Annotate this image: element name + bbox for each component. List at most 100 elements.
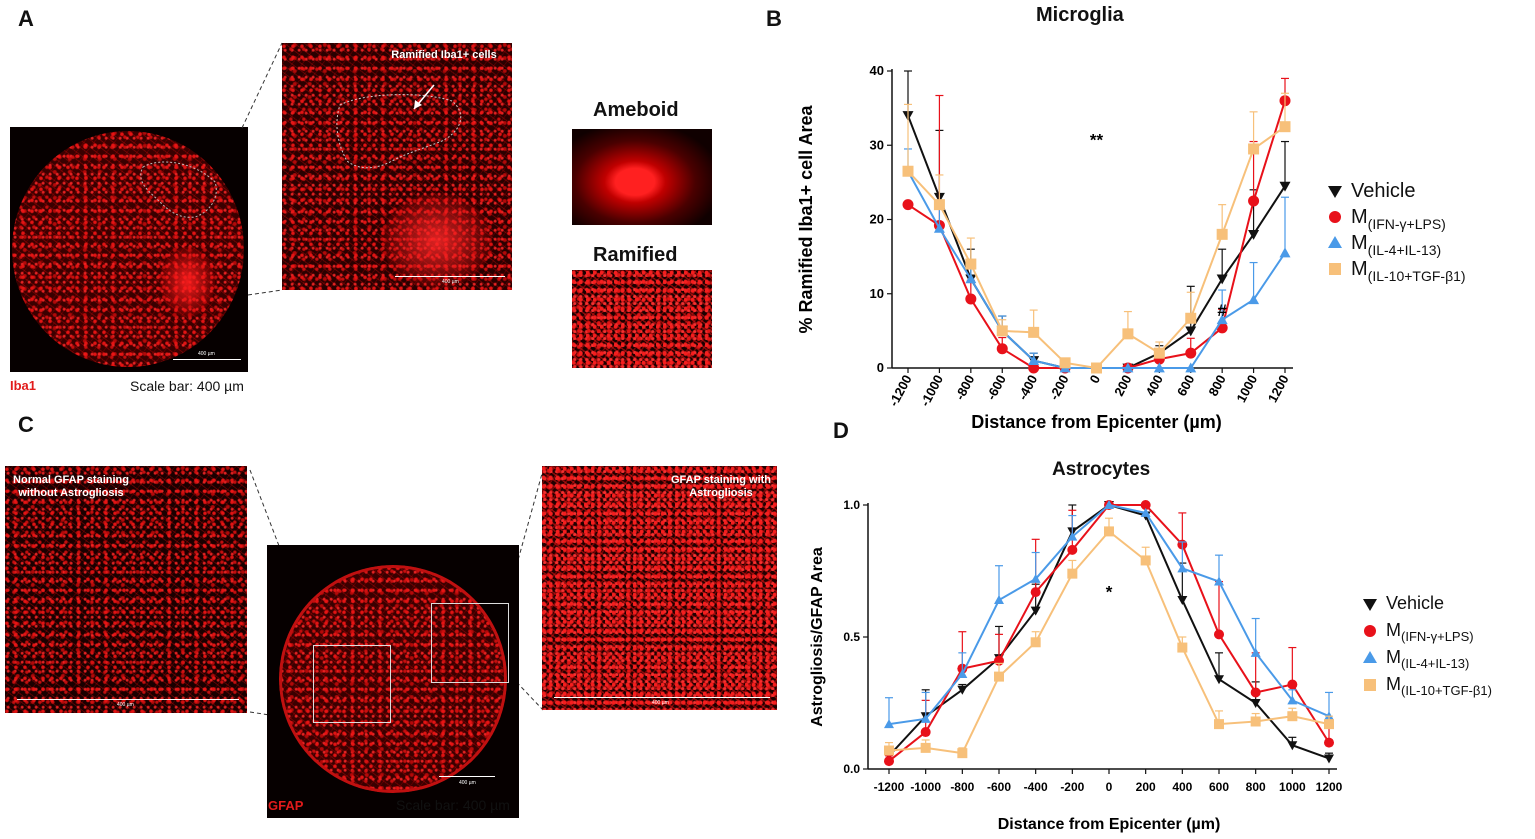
y-tick-label: 40 (870, 63, 884, 78)
data-point (1185, 362, 1197, 373)
data-point (933, 199, 945, 211)
y-tick-label: 10 (870, 286, 884, 301)
astrocytes-legend: Vehicle M(IFN-γ+LPS) M(IL-4+IL-13) M(IL-… (1360, 590, 1492, 698)
data-point (1030, 587, 1041, 598)
triangle-up-icon (1363, 650, 1377, 663)
zoom-scale-bar-text: 400 µm (442, 279, 459, 285)
scale-bar (173, 359, 241, 360)
circle-icon (1364, 624, 1376, 637)
data-point (965, 258, 977, 270)
gfap-stain-label: GFAP (268, 798, 304, 813)
data-point (920, 727, 931, 738)
y-tick-label: 0 (877, 360, 884, 375)
iba1-whole-section-image: 400 µm (10, 127, 248, 372)
data-point (1324, 737, 1334, 748)
data-point (1324, 719, 1334, 730)
x-tick-label: -800 (950, 780, 974, 794)
legend-label: Vehicle (1386, 593, 1445, 613)
panel-letter-c: C (18, 412, 34, 437)
panel-letter-d: D (833, 418, 849, 443)
data-point (1177, 563, 1188, 573)
normal-gfap-callout: Normal GFAP staining without Astrogliosi… (13, 474, 129, 499)
data-point (1122, 362, 1134, 373)
x-tick-label: 1000 (1233, 372, 1260, 405)
series-triangle-up (902, 148, 1291, 373)
data-point (1140, 555, 1151, 566)
scale-bar-text: 400 µm (117, 702, 134, 708)
data-point (957, 748, 968, 759)
microglia-legend: Vehicle M(IFN-γ+LPS) M(IL-4+IL-13) M(IL-… (1325, 178, 1466, 284)
data-point (1177, 596, 1188, 606)
x-tick-label: 600 (1209, 780, 1229, 794)
x-tick-label: 800 (1205, 372, 1228, 398)
x-tick-label: 1000 (1279, 780, 1306, 794)
series-triangle-down (902, 70, 1291, 374)
series-line (888, 530, 1330, 755)
iba1-stain-label: Iba1 (10, 378, 37, 393)
data-point (1279, 121, 1291, 133)
legend-label: M(IL-4+IL-13) (1386, 647, 1470, 671)
data-point (1030, 606, 1041, 616)
y-tick-label: 0.0 (843, 762, 860, 776)
legend-item-vehicle: Vehicle (1325, 178, 1466, 204)
data-point (920, 713, 931, 723)
data-point (1067, 568, 1078, 579)
data-point (957, 668, 968, 678)
data-point (1250, 687, 1261, 698)
ramified-label: Ramified (593, 244, 678, 266)
series-square (884, 517, 1334, 759)
series-line (907, 115, 1286, 369)
data-point (1140, 507, 1151, 517)
data-point (1214, 629, 1224, 640)
legend-label: M(IFN-γ+LPS) (1386, 620, 1474, 644)
data-point (1248, 143, 1260, 155)
data-point (1214, 576, 1224, 586)
y-tick-label: 1.0 (843, 498, 860, 512)
x-tick-label: 800 (1246, 780, 1266, 794)
scale-bar-text: 400 µm (652, 700, 669, 706)
data-point (1140, 500, 1151, 510)
data-point (1153, 362, 1165, 373)
data-point (1216, 314, 1228, 325)
scale-caption-a: Scale bar: 400 µm (130, 378, 244, 394)
series-line (888, 504, 1330, 762)
right-zoom-box (431, 603, 509, 683)
data-point (965, 293, 977, 305)
legend-item-il10: M(IL-10+TGF-β1) (1360, 671, 1492, 698)
panel-letter-b: B (766, 6, 782, 31)
data-point (1104, 526, 1114, 537)
square-icon (1329, 263, 1341, 275)
data-point (996, 343, 1008, 355)
data-point (1216, 274, 1228, 285)
y-axis-label: % Ramified Iba1+ cell Area (796, 105, 816, 334)
annotation: ** (1090, 130, 1104, 149)
data-point (957, 685, 968, 695)
y-axis-label: Astrogliosis/GFAP Area (809, 547, 826, 727)
square-icon (1364, 678, 1376, 691)
x-tick-label: -200 (1060, 780, 1084, 794)
data-point (902, 199, 914, 211)
x-tick-label: -1000 (917, 372, 946, 408)
zoom-scale-bar (395, 276, 505, 277)
triangle-down-icon (1363, 598, 1377, 611)
series-triangle-down (884, 501, 1334, 764)
data-point (1153, 347, 1165, 359)
data-point (1177, 642, 1188, 653)
x-tick-label: -600 (983, 372, 1008, 402)
data-point (1216, 228, 1228, 240)
ameboid-cell-image (572, 129, 712, 225)
data-point (1091, 362, 1102, 374)
scale-bar (439, 776, 495, 777)
astrogliosis-gfap-callout: GFAP staining with Astrogliosis (670, 474, 772, 499)
scale-bar (554, 697, 770, 698)
data-point (1067, 531, 1078, 541)
x-axis-label: Distance from Epicenter (µm) (998, 816, 1221, 833)
x-tick-label: 1200 (1265, 372, 1292, 405)
data-point (1248, 229, 1260, 240)
data-point (1030, 637, 1041, 648)
triangle-down-icon (1328, 186, 1342, 198)
legend-label: M(IL-10+TGF-β1) (1351, 257, 1466, 284)
x-tick-label: -1200 (874, 780, 905, 794)
iba1-zoom-overlay (336, 84, 462, 169)
x-tick-label: -200 (1046, 372, 1071, 402)
